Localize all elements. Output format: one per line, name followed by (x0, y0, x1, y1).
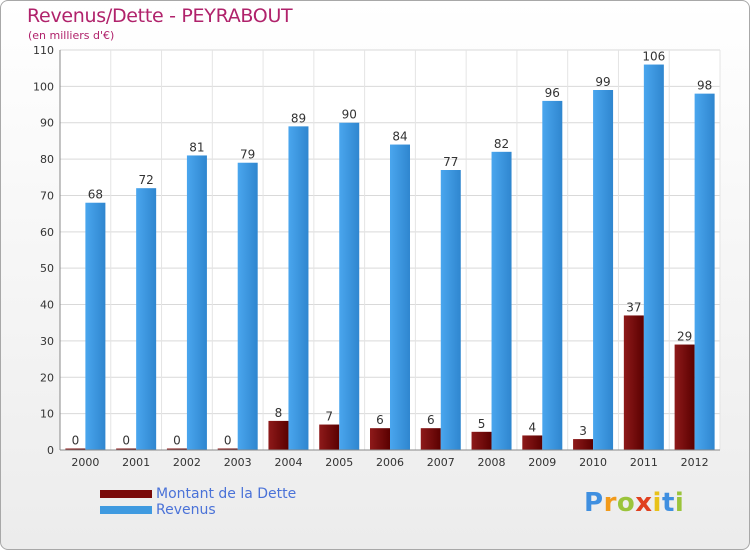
logo-letter: t (661, 488, 675, 518)
bar-revenue (491, 151, 512, 450)
data-label-debt: 7 (325, 410, 333, 424)
bar-debt (166, 448, 187, 450)
data-label-debt: 3 (579, 424, 587, 438)
data-label-revenue: 90 (342, 108, 357, 122)
logo-letter: o (616, 488, 636, 518)
x-tick-label: 2008 (478, 456, 506, 469)
bar-debt (420, 428, 441, 450)
logo-letter: i (652, 488, 662, 518)
bar-revenue (694, 93, 715, 451)
bar-debt (116, 448, 137, 450)
data-label-revenue: 68 (88, 188, 103, 202)
bar-debt (623, 315, 644, 450)
data-label-debt: 0 (173, 434, 181, 448)
data-label-debt: 0 (224, 434, 232, 448)
y-tick-label: 110 (33, 44, 54, 57)
x-tick-label: 2006 (376, 456, 404, 469)
bar-revenue (593, 90, 614, 450)
chart-subtitle: (en milliers d'€) (28, 29, 115, 42)
x-tick-label: 2005 (325, 456, 353, 469)
data-label-debt: 4 (528, 420, 536, 434)
y-tick-label: 40 (40, 299, 54, 312)
x-tick-label: 2000 (71, 456, 99, 469)
bar-debt (65, 448, 86, 450)
data-label-revenue: 106 (642, 50, 665, 64)
bar-revenue (440, 170, 461, 450)
legend-swatch-revenue (100, 506, 152, 514)
y-tick-label: 30 (40, 335, 54, 348)
logo-letter: i (674, 488, 685, 518)
data-label-revenue: 89 (291, 111, 306, 125)
data-label-revenue: 72 (139, 173, 154, 187)
legend-swatch-debt (100, 490, 152, 498)
x-tick-label: 2012 (681, 456, 709, 469)
data-label-debt: 0 (122, 434, 130, 448)
data-label-debt: 6 (376, 413, 384, 427)
data-label-debt: 6 (427, 413, 435, 427)
proxiti-logo: Proxiti (584, 488, 684, 518)
x-tick-label: 2001 (122, 456, 150, 469)
x-tick-label: 2011 (630, 456, 658, 469)
bar-revenue (136, 188, 157, 450)
data-label-revenue: 84 (392, 130, 407, 144)
label-layer: 0 68 0 72 0 81 0 79 8 89 7 90 6 84 6 77 5 82 4 96 3 99 37 106 29… (72, 50, 713, 448)
data-label-revenue: 82 (494, 137, 509, 151)
bar-debt (674, 344, 695, 450)
bar-layer (65, 64, 715, 451)
data-label-debt: 29 (677, 330, 692, 344)
data-label-revenue: 98 (697, 79, 712, 93)
y-tick-label: 90 (40, 117, 54, 130)
bar-revenue (643, 64, 664, 450)
x-tick-label: 2010 (579, 456, 607, 469)
y-tick-label: 70 (40, 189, 54, 202)
bar-revenue (186, 155, 207, 451)
data-label-debt: 8 (275, 406, 283, 420)
bar-revenue (542, 100, 563, 450)
bar-revenue (85, 202, 106, 450)
bar-debt (217, 448, 238, 450)
chart-title: Revenus/Dette - PEYRABOUT (27, 5, 293, 27)
bar-debt (471, 431, 492, 450)
bar-revenue (237, 162, 258, 450)
y-tick-label: 60 (40, 226, 54, 239)
x-tick-label: 2002 (173, 456, 201, 469)
x-tick-label: 2007 (427, 456, 455, 469)
data-label-debt: 5 (478, 417, 486, 431)
x-tick-label: 2003 (224, 456, 252, 469)
data-label-revenue: 77 (443, 155, 458, 169)
y-tick-label: 80 (40, 153, 54, 166)
x-tick-label: 2004 (274, 456, 302, 469)
bar-revenue (339, 122, 360, 451)
bar-debt (370, 428, 390, 450)
logo-letter: P (584, 488, 604, 518)
data-label-revenue: 99 (595, 75, 610, 89)
bar-debt (522, 435, 543, 450)
data-label-revenue: 79 (240, 148, 255, 162)
bar-debt (573, 439, 594, 450)
y-tick-label: 50 (40, 262, 54, 275)
logo-letter: x (635, 488, 653, 518)
data-label-debt: 37 (626, 300, 641, 314)
x-tick-label: 2009 (528, 456, 556, 469)
data-label-debt: 0 (72, 434, 80, 448)
y-tick-label: 0 (47, 444, 54, 457)
bar-debt (268, 420, 289, 450)
data-label-revenue: 96 (545, 86, 560, 100)
bar-revenue (390, 144, 410, 450)
y-tick-label: 100 (33, 80, 54, 93)
data-label-revenue: 81 (189, 140, 204, 154)
y-tick-label: 20 (40, 371, 54, 384)
y-tick-label: 10 (40, 408, 54, 421)
logo-letter: r (603, 488, 617, 518)
legend-label-debt: Montant de la Dette (156, 486, 297, 502)
legend-label-revenue: Revenus (156, 502, 216, 518)
bar-debt (319, 424, 340, 450)
bar-revenue (288, 126, 309, 450)
